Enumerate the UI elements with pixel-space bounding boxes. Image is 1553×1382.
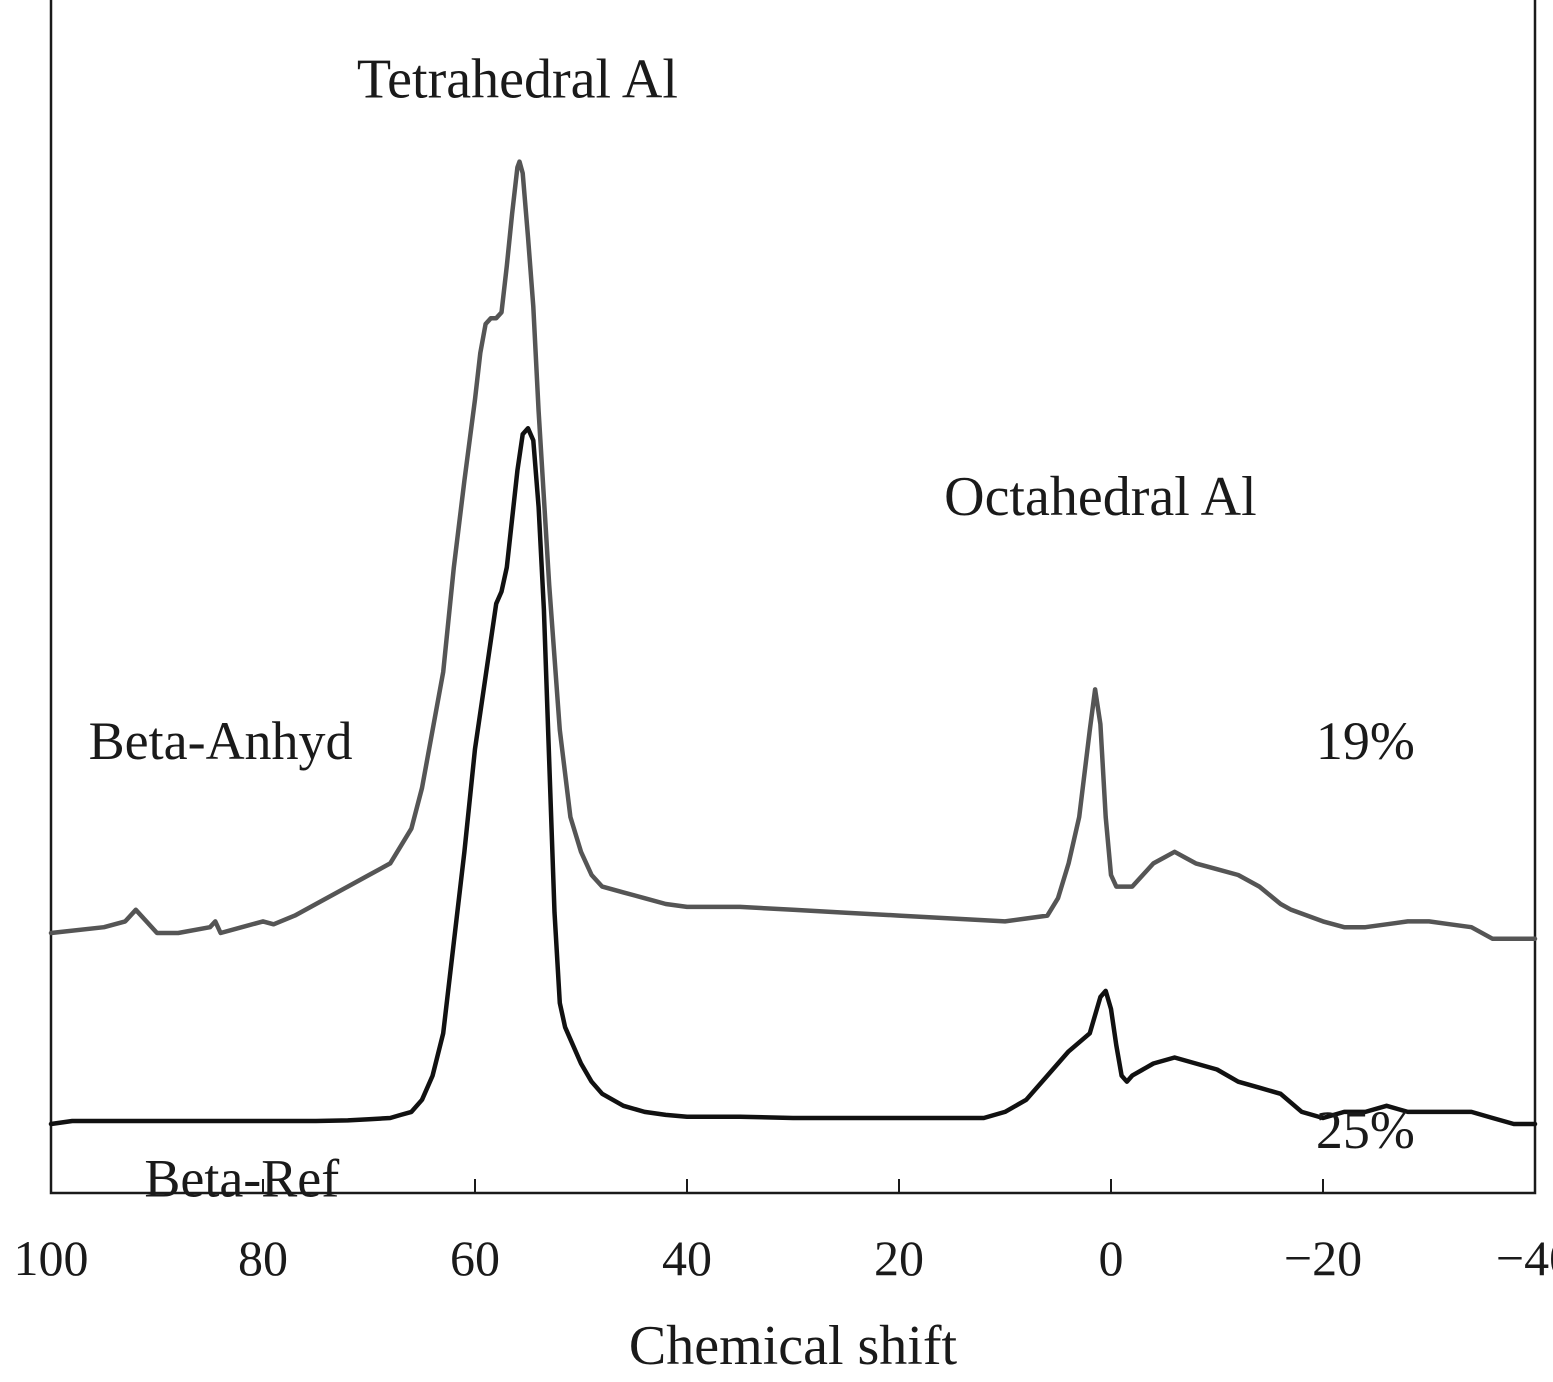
plot-area — [49, 0, 1537, 1195]
x-tick-label-1: 80 — [238, 1230, 288, 1286]
x-tick-label-0: 100 — [14, 1230, 89, 1286]
x-tick-label-4: 20 — [874, 1230, 924, 1286]
plot-frame — [49, 0, 1537, 1195]
series-layer — [48, 159, 1538, 1127]
series-line-1 — [48, 426, 1538, 1127]
x-axis-ticks: 100 80 60 40 20 0 −20 −40 — [14, 1179, 1553, 1286]
x-axis-title: Chemical shift — [629, 1315, 958, 1377]
series-name-1: Beta-Ref — [144, 1149, 339, 1209]
series-name-0: Beta-Anhyd — [89, 711, 353, 771]
series-percent-1: 25% — [1316, 1100, 1415, 1160]
x-tick-label-5: 0 — [1099, 1230, 1124, 1286]
annotation-1: Octahedral Al — [944, 466, 1257, 528]
x-tick-label-7: −40 — [1496, 1230, 1553, 1286]
annotation-0: Tetrahedral Al — [357, 48, 678, 110]
x-tick-label-2: 60 — [450, 1230, 500, 1286]
series-percent-0: 19% — [1316, 711, 1415, 771]
x-tick-label-6: −20 — [1284, 1230, 1362, 1286]
label-layer: Beta-Anhyd 19% Beta-Ref 25% Tetrahedral Al Oc… — [89, 48, 1415, 1208]
x-tick-label-3: 40 — [662, 1230, 712, 1286]
series-line-0 — [48, 159, 1538, 942]
